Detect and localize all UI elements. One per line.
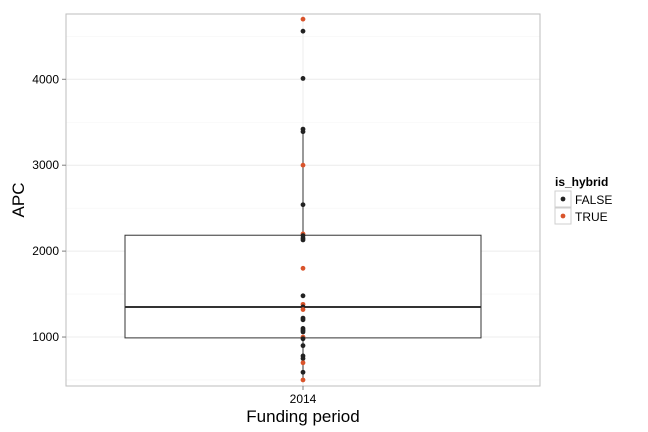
- legend-label-true: TRUE: [575, 210, 608, 224]
- data-point-false: [300, 356, 306, 361]
- data-point-false: [300, 336, 306, 342]
- data-point-false: [300, 369, 306, 375]
- y-tick-label: 2000: [32, 244, 59, 258]
- data-point-true: [300, 360, 306, 366]
- y-tick-label: 3000: [32, 158, 59, 172]
- data-point-true: [300, 16, 306, 22]
- legend: is_hybrid FALSE TRUE: [554, 175, 612, 225]
- data-point-false: [300, 329, 306, 335]
- data-point-false: [300, 129, 306, 135]
- legend-swatch-true: [560, 213, 566, 219]
- y-tick-label: 1000: [32, 330, 59, 344]
- y-axis: 1000 2000 3000 4000: [32, 72, 66, 344]
- data-point-false: [300, 76, 306, 81]
- x-axis-title: Funding period: [246, 407, 359, 426]
- x-axis: 2014: [290, 386, 317, 406]
- box-iqr: [124, 234, 482, 339]
- data-point-false: [300, 317, 306, 323]
- legend-title: is_hybrid: [555, 175, 608, 189]
- data-point-false: [300, 28, 306, 34]
- data-point-true: [300, 265, 306, 271]
- data-point-false: [300, 293, 306, 299]
- data-point-false: [300, 202, 306, 208]
- data-point-false: [300, 343, 306, 349]
- y-axis-title: APC: [9, 183, 28, 218]
- x-tick-label: 2014: [290, 392, 317, 406]
- legend-label-false: FALSE: [575, 193, 612, 207]
- data-point-true: [300, 307, 306, 312]
- data-point-true: [300, 377, 306, 383]
- points-layer: [300, 16, 306, 383]
- legend-swatch-false: [560, 196, 566, 202]
- y-tick-label: 4000: [32, 72, 59, 86]
- data-point-true: [300, 162, 306, 168]
- data-point-false: [300, 237, 306, 243]
